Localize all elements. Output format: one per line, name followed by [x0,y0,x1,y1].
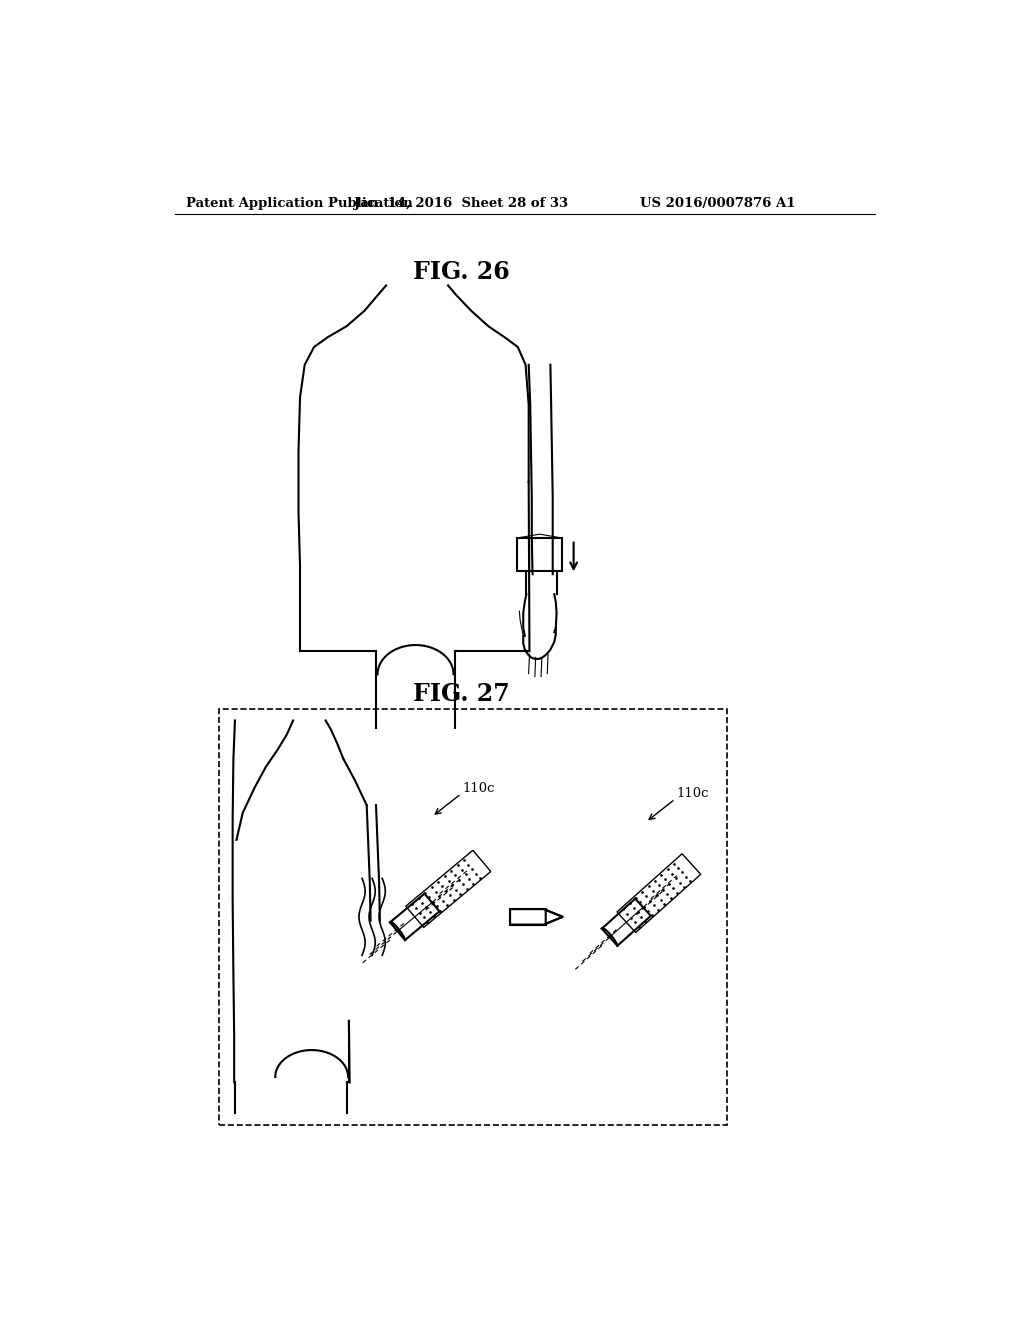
Text: 110c: 110c [677,787,710,800]
Polygon shape [510,909,563,924]
Text: 110c: 110c [463,781,496,795]
Text: US 2016/0007876 A1: US 2016/0007876 A1 [640,197,795,210]
Bar [510,909,546,924]
Bar [219,709,727,1125]
Text: FIG. 27: FIG. 27 [413,681,510,706]
Text: Jan. 14, 2016  Sheet 28 of 33: Jan. 14, 2016 Sheet 28 of 33 [354,197,568,210]
Polygon shape [406,850,490,928]
Text: FIG. 26: FIG. 26 [413,260,510,284]
Bar [517,539,562,572]
Text: Patent Application Publication: Patent Application Publication [186,197,413,210]
Polygon shape [617,854,700,932]
